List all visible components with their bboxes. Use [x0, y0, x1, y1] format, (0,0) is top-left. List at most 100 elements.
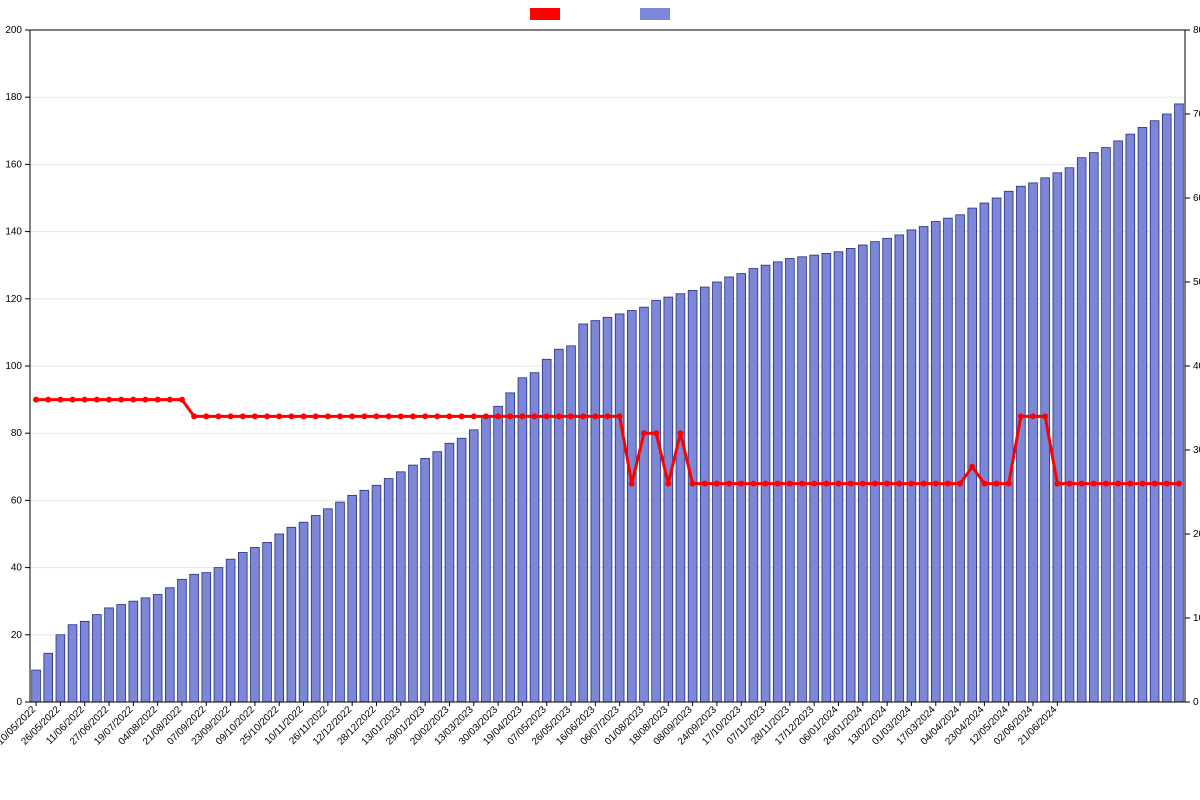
- y-left-tick-label: 100: [5, 361, 22, 372]
- line-marker: [446, 413, 452, 419]
- line-marker: [422, 413, 428, 419]
- bar: [798, 257, 807, 702]
- line-marker: [483, 413, 489, 419]
- line-marker: [1042, 413, 1048, 419]
- y-left-tick-label: 0: [16, 697, 22, 708]
- line-marker: [1152, 481, 1158, 487]
- bar: [1138, 127, 1147, 702]
- line-marker: [33, 397, 39, 403]
- line-marker: [1030, 413, 1036, 419]
- line-marker: [1176, 481, 1182, 487]
- line-marker: [1067, 481, 1073, 487]
- line-marker: [884, 481, 890, 487]
- bar: [615, 314, 624, 702]
- line-marker: [325, 413, 331, 419]
- line-marker: [836, 481, 842, 487]
- line-marker: [252, 413, 258, 419]
- bar: [433, 452, 442, 702]
- line-marker: [775, 481, 781, 487]
- bar: [931, 222, 940, 702]
- line-marker: [629, 481, 635, 487]
- bar: [469, 430, 478, 702]
- line-marker: [191, 413, 197, 419]
- line-marker: [1054, 481, 1060, 487]
- line-marker: [1164, 481, 1170, 487]
- bar: [1175, 104, 1184, 702]
- y-right-tick-label: 800: [1193, 25, 1200, 36]
- bar: [688, 290, 697, 702]
- bar: [1089, 153, 1098, 702]
- bar: [251, 547, 260, 702]
- line-marker: [337, 413, 343, 419]
- y-right-tick-label: 100: [1193, 613, 1200, 624]
- line-marker: [410, 413, 416, 419]
- line-marker: [434, 413, 440, 419]
- bar: [92, 615, 101, 702]
- y-left-tick-label: 180: [5, 92, 22, 103]
- line-marker: [276, 413, 282, 419]
- line-marker: [969, 464, 975, 470]
- line-marker: [398, 413, 404, 419]
- bar: [348, 495, 357, 702]
- bar: [603, 317, 612, 702]
- line-marker: [495, 413, 501, 419]
- line-marker: [45, 397, 51, 403]
- bar: [652, 300, 661, 702]
- bar: [579, 324, 588, 702]
- bar: [737, 274, 746, 702]
- line-marker: [933, 481, 939, 487]
- bar: [968, 208, 977, 702]
- line-marker: [714, 481, 720, 487]
- line-marker: [872, 481, 878, 487]
- bar: [80, 621, 89, 702]
- bar: [627, 311, 636, 702]
- bar: [895, 235, 904, 702]
- bar: [834, 252, 843, 702]
- bar: [1126, 134, 1135, 702]
- line-marker: [908, 481, 914, 487]
- bar: [68, 625, 77, 702]
- bar: [482, 416, 491, 702]
- y-right-tick-label: 700: [1193, 109, 1200, 120]
- line-marker: [823, 481, 829, 487]
- line-marker: [361, 413, 367, 419]
- bar: [153, 594, 162, 702]
- bar: [992, 198, 1001, 702]
- bar: [1150, 121, 1159, 702]
- bar: [871, 242, 880, 702]
- bar: [396, 472, 405, 702]
- y-right-tick-label: 300: [1193, 445, 1200, 456]
- y-left-tick-label: 60: [11, 495, 23, 506]
- legend-swatch: [640, 8, 670, 20]
- y-left-tick-label: 120: [5, 294, 22, 305]
- line-marker: [301, 413, 307, 419]
- bar: [165, 588, 174, 702]
- bar: [1077, 158, 1086, 702]
- y-left-tick-label: 80: [11, 428, 23, 439]
- bar: [664, 297, 673, 702]
- bar: [202, 573, 211, 702]
- line-marker: [787, 481, 793, 487]
- bar: [117, 605, 126, 702]
- bar: [311, 516, 320, 702]
- line-marker: [1079, 481, 1085, 487]
- line-marker: [1127, 481, 1133, 487]
- bar: [1053, 173, 1062, 702]
- bar: [919, 227, 928, 702]
- line-marker: [264, 413, 270, 419]
- line-marker: [702, 481, 708, 487]
- bar: [421, 458, 430, 702]
- line-marker: [94, 397, 100, 403]
- y-right-tick-label: 400: [1193, 361, 1200, 372]
- line-marker: [568, 413, 574, 419]
- bar: [323, 509, 332, 702]
- line-marker: [1103, 481, 1109, 487]
- bar: [214, 568, 223, 702]
- bar: [44, 653, 53, 702]
- bar: [336, 502, 345, 702]
- line-marker: [228, 413, 234, 419]
- line-marker: [605, 413, 611, 419]
- bar: [846, 248, 855, 702]
- line-marker: [106, 397, 112, 403]
- bar: [980, 203, 989, 702]
